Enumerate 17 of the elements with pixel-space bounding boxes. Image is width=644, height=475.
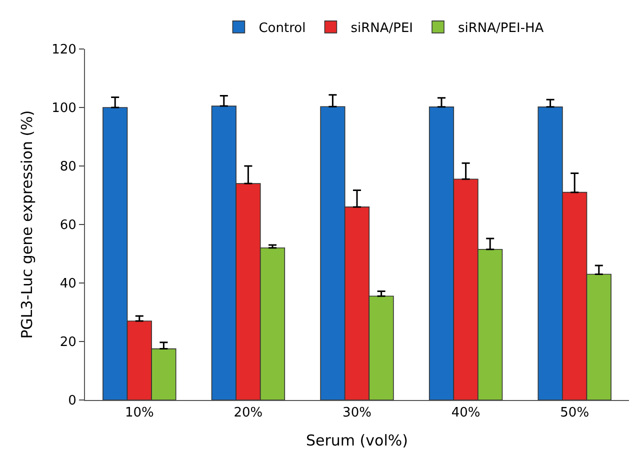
y-tick-label: 40 <box>60 276 76 292</box>
y-tick-label: 0 <box>68 394 76 409</box>
legend-label: siRNA/PEI-HA <box>458 21 544 36</box>
x-axis-title: Serum (vol%) <box>306 432 408 450</box>
y-tick-label: 60 <box>60 218 76 234</box>
legend-label: siRNA/PEI <box>350 21 414 36</box>
x-tick-label: 30% <box>342 406 372 421</box>
x-tick-label: 40% <box>451 406 480 421</box>
x-tick-label: 50% <box>560 406 590 421</box>
y-tick-label: 80 <box>60 160 76 175</box>
x-tick-label: 20% <box>234 406 263 421</box>
legend-label: Control <box>258 21 306 36</box>
y-axis-title: PGL3-Luc gene expression (%) <box>18 110 36 339</box>
x-tick-label: 10% <box>124 406 154 421</box>
y-tick-label: 20 <box>60 335 76 350</box>
y-tick-label: 120 <box>52 42 76 58</box>
y-tick-label: 100 <box>52 101 76 116</box>
